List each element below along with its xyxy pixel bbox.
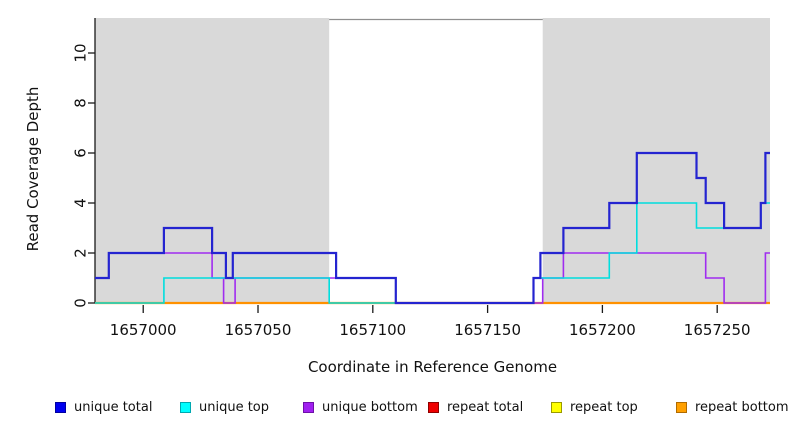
- legend-item-unique-top: unique top: [180, 396, 269, 418]
- legend-label: unique total: [74, 399, 153, 415]
- legend-item-repeat-top: repeat top: [551, 396, 638, 418]
- legend-label: repeat bottom: [695, 399, 789, 415]
- x-tick-label: 1657100: [339, 321, 406, 339]
- y-tick-label: 2: [71, 248, 89, 258]
- legend-item-unique-total: unique total: [55, 396, 152, 418]
- y-tick-label: 4: [71, 198, 89, 208]
- x-tick-label: 1657050: [225, 321, 292, 339]
- legend-label: repeat total: [447, 399, 524, 415]
- x-tick-label: 1657250: [684, 321, 751, 339]
- y-tick-label: 6: [71, 148, 89, 158]
- legend-swatch-unique-total: [55, 401, 66, 413]
- legend-swatch-unique-bottom: [303, 401, 314, 413]
- x-tick-label: 1657200: [569, 321, 636, 339]
- x-tick-label: 1657000: [110, 321, 177, 339]
- legend-item-unique-bottom: unique bottom: [303, 396, 418, 418]
- legend-swatch-repeat-top: [551, 401, 562, 413]
- legend-swatch-repeat-total: [428, 401, 439, 413]
- x-tick-label: 1657150: [454, 321, 521, 339]
- legend-label: unique top: [199, 399, 270, 415]
- legend-swatch-repeat-bottom: [676, 401, 687, 413]
- y-tick-label: 8: [71, 98, 89, 108]
- y-axis-label: Read Coverage Depth: [24, 86, 42, 252]
- legend-label: unique bottom: [322, 399, 418, 415]
- series-path-unique-total: [95, 151, 770, 305]
- legend-swatch-unique-top: [180, 401, 191, 413]
- legend: unique total unique top unique bottom repea…: [0, 396, 792, 422]
- y-tick-label: 0: [71, 298, 89, 308]
- x-axis-label: Coordinate in Reference Genome: [307, 358, 558, 376]
- y-tick-label: 10: [71, 43, 89, 62]
- legend-item-repeat-total: repeat total: [428, 396, 523, 418]
- legend-label: repeat top: [570, 399, 638, 415]
- legend-item-repeat-bottom: repeat bottom: [676, 396, 789, 418]
- right-gray-region: [542, 18, 770, 303]
